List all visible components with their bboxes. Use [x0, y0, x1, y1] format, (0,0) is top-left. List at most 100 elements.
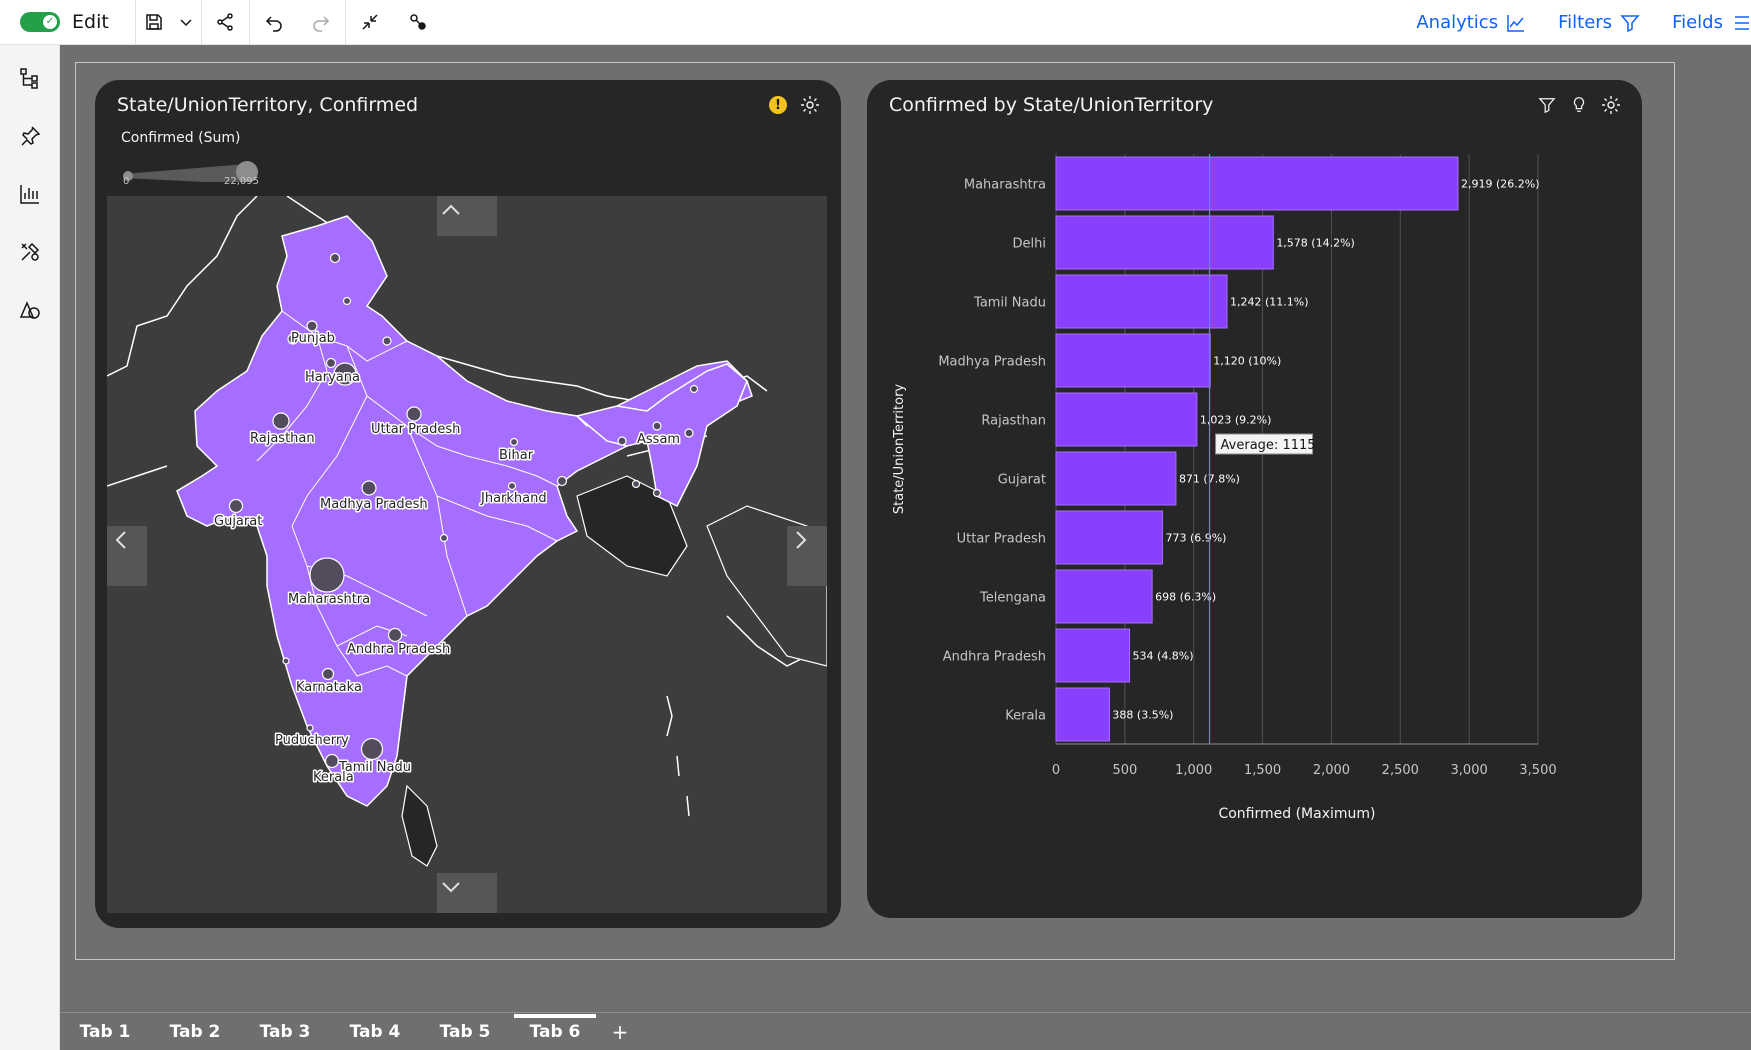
undo-button[interactable] — [250, 0, 298, 45]
save-icon — [146, 14, 162, 30]
data-label: 1,578 (14.2%) — [1276, 237, 1355, 250]
tools-icon — [21, 242, 40, 261]
bar — [1055, 687, 1110, 742]
chevron-up-icon — [442, 204, 460, 215]
tab-5[interactable]: Tab 5 — [439, 1022, 491, 1042]
map-label: Haryana — [305, 370, 360, 385]
tab-3[interactable]: Tab 3 — [259, 1022, 311, 1042]
visualizations-button[interactable] — [0, 165, 60, 223]
connect-icon — [410, 14, 426, 30]
x-tick-label: 2,500 — [1382, 763, 1419, 778]
navigation-panel-button[interactable] — [0, 49, 60, 107]
bar-chart-widget[interactable]: Confirmed by State/UnionTerritory 0 500 1,… — [867, 80, 1642, 918]
category-label: Telengana — [979, 591, 1046, 606]
pin-button[interactable] — [0, 107, 60, 165]
average-label-box — [1215, 433, 1314, 455]
toolbar-right: Analytics Filters Fields — [1416, 0, 1751, 45]
map-label: Puducherry — [275, 733, 349, 748]
left-rail — [0, 45, 60, 1050]
tab-bar: Tab 1 Tab 2 Tab 3 Tab 4 Tab 5 Tab 6 + — [60, 1012, 1751, 1050]
data-label: 1,242 (11.1%) — [1230, 296, 1309, 309]
share-button[interactable] — [202, 0, 250, 45]
filters-label: Filters — [1558, 12, 1613, 33]
analytics-button[interactable]: Analytics — [1416, 12, 1526, 33]
tab-6[interactable]: Tab 6 — [510, 1014, 600, 1050]
x-tick-label: 1,000 — [1175, 763, 1212, 778]
shapes-icon — [19, 301, 40, 319]
bar — [1055, 392, 1198, 447]
add-tab-button[interactable]: + — [611, 1020, 629, 1044]
bar — [1055, 215, 1274, 270]
map-label: Tamil Nadu — [338, 760, 411, 775]
map-widget-settings-button[interactable] — [799, 94, 821, 116]
chevron-down-icon — [442, 882, 460, 893]
map-widget-icons: ! — [767, 94, 821, 116]
bar-widget-icons — [1536, 94, 1622, 116]
category-label: Madhya Pradesh — [938, 355, 1046, 370]
data-label: 388 (3.5%) — [1112, 709, 1173, 722]
fields-button[interactable]: Fields — [1672, 12, 1751, 33]
y-axis-title: State/UnionTerritory — [892, 384, 907, 515]
bar-chart[interactable]: 0 500 1,000 1,500 2,000 2,500 3,000 3,500 Mahara… — [867, 80, 1642, 918]
bar-chart-icon — [20, 185, 39, 204]
warning-button[interactable]: ! — [767, 94, 789, 116]
filter-icon — [1538, 98, 1556, 114]
data-label: 2,919 (26.2%) — [1461, 178, 1540, 191]
india-map[interactable]: Punjab Haryana Rajasthan Uttar Pradesh B… — [107, 196, 827, 913]
map-label: Uttar Pradesh — [371, 422, 460, 437]
data-button[interactable] — [394, 0, 442, 45]
bar — [1055, 569, 1153, 624]
settings-icon — [801, 96, 819, 114]
list-icon — [1735, 15, 1749, 30]
bar — [1055, 510, 1163, 565]
filters-button[interactable]: Filters — [1558, 12, 1640, 33]
redo-button[interactable] — [298, 0, 346, 45]
data-label: 773 (6.9%) — [1165, 532, 1226, 545]
average-label: Average: 1115 — [1221, 438, 1316, 453]
dashboard-canvas — [75, 62, 1675, 960]
pan-left-button[interactable] — [107, 526, 147, 586]
tree-icon — [20, 68, 38, 89]
settings-icon — [1602, 96, 1620, 114]
map-label: Gujarat — [214, 514, 262, 529]
map-label: Kerala — [313, 770, 354, 785]
x-tick-label: 500 — [1112, 763, 1137, 778]
category-label: Gujarat — [998, 473, 1046, 488]
check-icon: ✓ — [43, 15, 57, 29]
legend-title: Confirmed (Sum) — [121, 130, 241, 146]
save-button[interactable] — [136, 0, 172, 45]
category-label: Maharashtra — [964, 178, 1046, 193]
tab-4[interactable]: Tab 4 — [349, 1022, 401, 1042]
undo-icon — [265, 16, 282, 32]
bar-widget-insights-button[interactable] — [1568, 94, 1590, 116]
pan-down-button[interactable] — [437, 873, 497, 913]
assistant-button[interactable] — [0, 281, 60, 339]
widgets-button[interactable] — [0, 223, 60, 281]
chevron-left-icon — [115, 531, 126, 549]
tab-1[interactable]: Tab 1 — [79, 1022, 131, 1042]
x-tick-label: 0 — [1052, 763, 1060, 778]
bar — [1055, 274, 1228, 329]
tab-2[interactable]: Tab 2 — [169, 1022, 221, 1042]
top-toolbar: ✓ Edit Analytics Filters — [0, 0, 1751, 45]
data-label: 1,120 (10%) — [1213, 355, 1281, 368]
map-widget[interactable]: State/UnionTerritory, Confirmed ! Confir… — [95, 80, 841, 928]
collapse-button[interactable] — [346, 0, 394, 45]
x-axis-title: Confirmed (Maximum) — [1218, 806, 1375, 822]
chevron-down-icon — [180, 19, 192, 27]
bar-widget-filter-button[interactable] — [1536, 94, 1558, 116]
pan-right-button[interactable] — [787, 526, 827, 586]
bar — [1055, 628, 1131, 683]
bar-widget-settings-button[interactable] — [1600, 94, 1622, 116]
map-area[interactable]: Punjab Haryana Rajasthan Uttar Pradesh B… — [107, 196, 827, 913]
x-tick-label: 3,500 — [1519, 763, 1556, 778]
map-label: Jharkhand — [480, 491, 547, 506]
map-label: Karnataka — [296, 680, 362, 695]
edit-mode-toggle[interactable]: ✓ — [20, 12, 60, 32]
category-label: Rajasthan — [981, 414, 1046, 429]
minimize-icon — [362, 14, 378, 30]
map-label: Madhya Pradesh — [320, 497, 428, 512]
pan-up-button[interactable] — [437, 196, 497, 236]
category-label: Tamil Nadu — [973, 296, 1046, 311]
save-menu-button[interactable] — [172, 0, 202, 45]
